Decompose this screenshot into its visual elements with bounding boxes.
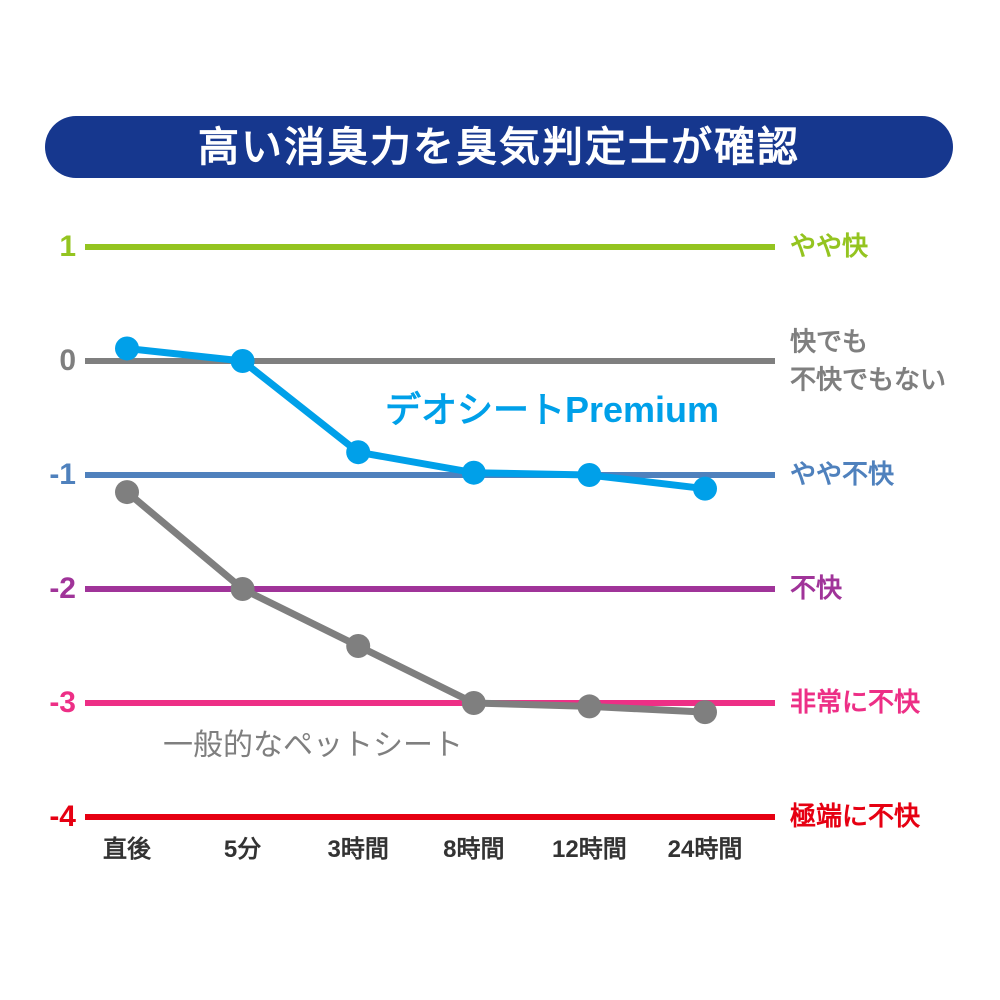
level-label--2: 不快	[790, 573, 843, 604]
x-label-4: 12時間	[552, 836, 627, 863]
x-label-0: 直後	[103, 836, 151, 863]
y-tick-1: 1	[59, 230, 76, 263]
level-label-1: やや快	[790, 231, 869, 262]
title-banner: 高い消臭力を臭気判定士が確認	[45, 116, 953, 178]
level-label--3: 非常に不快	[790, 687, 921, 718]
page-title: 高い消臭力を臭気判定士が確認	[198, 123, 800, 170]
series-1-point-0	[115, 480, 139, 505]
x-label-1: 5分	[223, 836, 262, 863]
series-0-point-4	[577, 463, 602, 487]
level-label--1: やや不快	[790, 459, 895, 490]
series-0-point-1	[230, 349, 255, 373]
series-label-premium: デオシートPremium	[385, 389, 720, 430]
series-0-point-0	[115, 336, 139, 361]
level-label--4: 極端に不快	[790, 801, 921, 832]
series-1-point-1	[230, 577, 255, 601]
series-1-point-4	[577, 694, 602, 719]
y-tick--4: -4	[49, 800, 76, 833]
y-tick-0: 0	[59, 344, 76, 377]
series-0-point-5	[693, 476, 717, 501]
series-0-point-2	[346, 440, 371, 465]
series-1-point-5	[693, 700, 717, 725]
y-tick--1: -1	[49, 458, 76, 491]
series-line-0	[123, 344, 709, 493]
series-1-point-2	[346, 634, 371, 658]
series-line-1	[123, 488, 709, 716]
y-tick--3: -3	[49, 686, 76, 719]
x-label-3: 8時間	[443, 836, 505, 863]
level-label-0: 快でも 不快でもない	[790, 326, 947, 394]
series-0-point-3	[461, 460, 486, 485]
y-tick--2: -2	[49, 572, 76, 605]
x-label-5: 24時間	[667, 836, 743, 863]
series-1-point-3	[461, 691, 486, 715]
x-label-2: 3時間	[327, 836, 389, 863]
series-label-generic: 一般的なペットシート	[163, 729, 463, 762]
